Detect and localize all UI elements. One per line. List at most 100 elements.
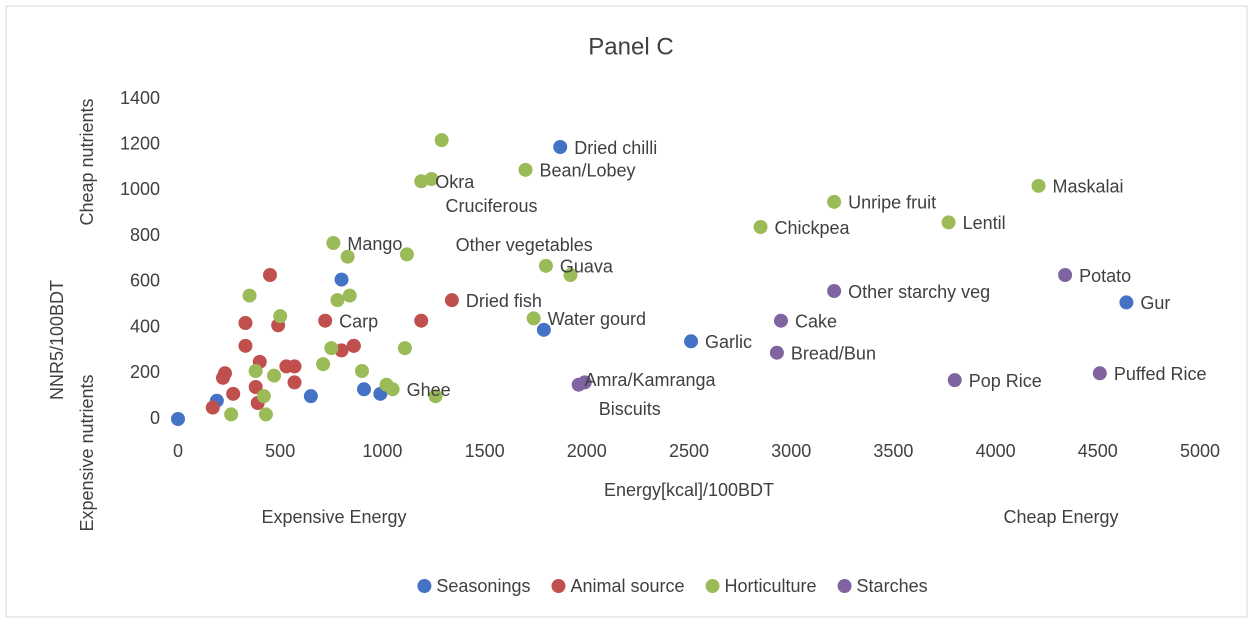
x-tick-label: 2500 <box>669 441 709 461</box>
point <box>346 338 361 353</box>
point <box>399 247 414 262</box>
point <box>769 345 784 360</box>
legend-marker <box>551 579 566 593</box>
x-tick-label: 5000 <box>1180 441 1220 461</box>
data-label: Other vegetables <box>456 235 593 255</box>
y-tick-label: 0 <box>150 408 160 428</box>
point <box>303 389 318 404</box>
point <box>287 359 302 374</box>
data-label: Maskalai <box>1053 177 1124 197</box>
point <box>238 338 253 353</box>
x-low-note: Expensive Energy <box>261 507 406 527</box>
data-label: Other starchy veg <box>848 282 990 302</box>
point <box>1092 366 1107 381</box>
data-label: Potato <box>1079 266 1131 286</box>
point <box>941 215 956 230</box>
point <box>428 389 443 404</box>
data-label: Unripe fruit <box>848 193 936 213</box>
point <box>354 364 369 378</box>
point <box>316 357 331 372</box>
legend-marker <box>837 579 852 593</box>
x-tick-label: 3000 <box>771 441 811 461</box>
x-tick-label: 3500 <box>873 441 913 461</box>
point <box>218 366 233 381</box>
legend-marker <box>417 579 432 593</box>
y-tick-label: 1200 <box>120 133 160 153</box>
legend-item: Starches <box>837 576 928 596</box>
point <box>171 412 185 426</box>
point <box>224 407 239 422</box>
x-tick-label: 1000 <box>362 441 402 461</box>
point <box>267 368 282 383</box>
point <box>318 313 333 328</box>
x-tick-label: 1500 <box>465 441 505 461</box>
x-high-note: Cheap Energy <box>1003 507 1118 527</box>
point <box>526 311 541 326</box>
legend-label: Animal source <box>570 576 684 596</box>
data-label: Chickpea <box>775 218 851 238</box>
point <box>226 386 241 401</box>
point <box>273 309 288 324</box>
x-tick-label: 4000 <box>976 441 1016 461</box>
point <box>330 293 345 308</box>
y-low-note: Expensive nutrients <box>77 374 97 531</box>
y-tick-label: 1400 <box>120 88 160 108</box>
point <box>334 272 349 287</box>
point <box>577 375 592 390</box>
point <box>258 407 273 422</box>
chart-border <box>5 5 1248 618</box>
point <box>536 322 551 337</box>
point <box>326 236 341 250</box>
point <box>1119 295 1134 310</box>
legend-marker <box>705 579 720 593</box>
point <box>424 172 439 186</box>
y-tick-label: 200 <box>130 362 160 382</box>
point <box>947 373 962 388</box>
data-label: Puffed Rice <box>1114 364 1207 384</box>
x-tick-label: 500 <box>265 441 295 461</box>
legend-item: Horticulture <box>705 576 817 596</box>
x-tick-label: 0 <box>173 441 183 461</box>
point <box>684 334 699 349</box>
point <box>414 313 429 328</box>
data-label: Amra/Kamranga <box>584 370 716 390</box>
point <box>444 293 459 308</box>
point <box>518 162 533 177</box>
point <box>773 313 788 328</box>
x-tick-label: 4500 <box>1078 441 1118 461</box>
point <box>753 220 768 234</box>
data-label: Ghee <box>407 380 451 400</box>
point <box>538 258 553 273</box>
legend-item: Seasonings <box>417 576 530 596</box>
point <box>434 133 449 148</box>
data-label: Biscuits <box>599 399 661 419</box>
point <box>287 375 302 390</box>
data-label: Dried chilli <box>574 138 657 158</box>
data-label: Gur <box>1140 293 1170 313</box>
data-label: Garlic <box>705 332 752 352</box>
point <box>397 341 412 356</box>
point <box>238 316 253 330</box>
data-label: Dried fish <box>466 291 542 311</box>
data-label: Guava <box>560 257 614 277</box>
data-label: Bean/Lobey <box>539 161 635 181</box>
data-label: Okra <box>435 172 475 192</box>
point <box>256 389 271 404</box>
point <box>248 364 263 378</box>
point <box>357 382 372 397</box>
point <box>827 194 842 209</box>
data-label: Bread/Bun <box>791 343 876 363</box>
legend-label: Starches <box>857 576 928 596</box>
point <box>205 400 220 415</box>
x-tick-label: 2000 <box>567 441 607 461</box>
data-label: Water gourd <box>548 309 646 329</box>
point <box>324 341 339 356</box>
data-label: Pop Rice <box>969 371 1042 391</box>
data-label: Mango <box>347 234 402 254</box>
point <box>248 380 263 394</box>
point <box>340 249 355 264</box>
data-label: Cruciferous <box>445 196 537 216</box>
point <box>827 284 842 298</box>
